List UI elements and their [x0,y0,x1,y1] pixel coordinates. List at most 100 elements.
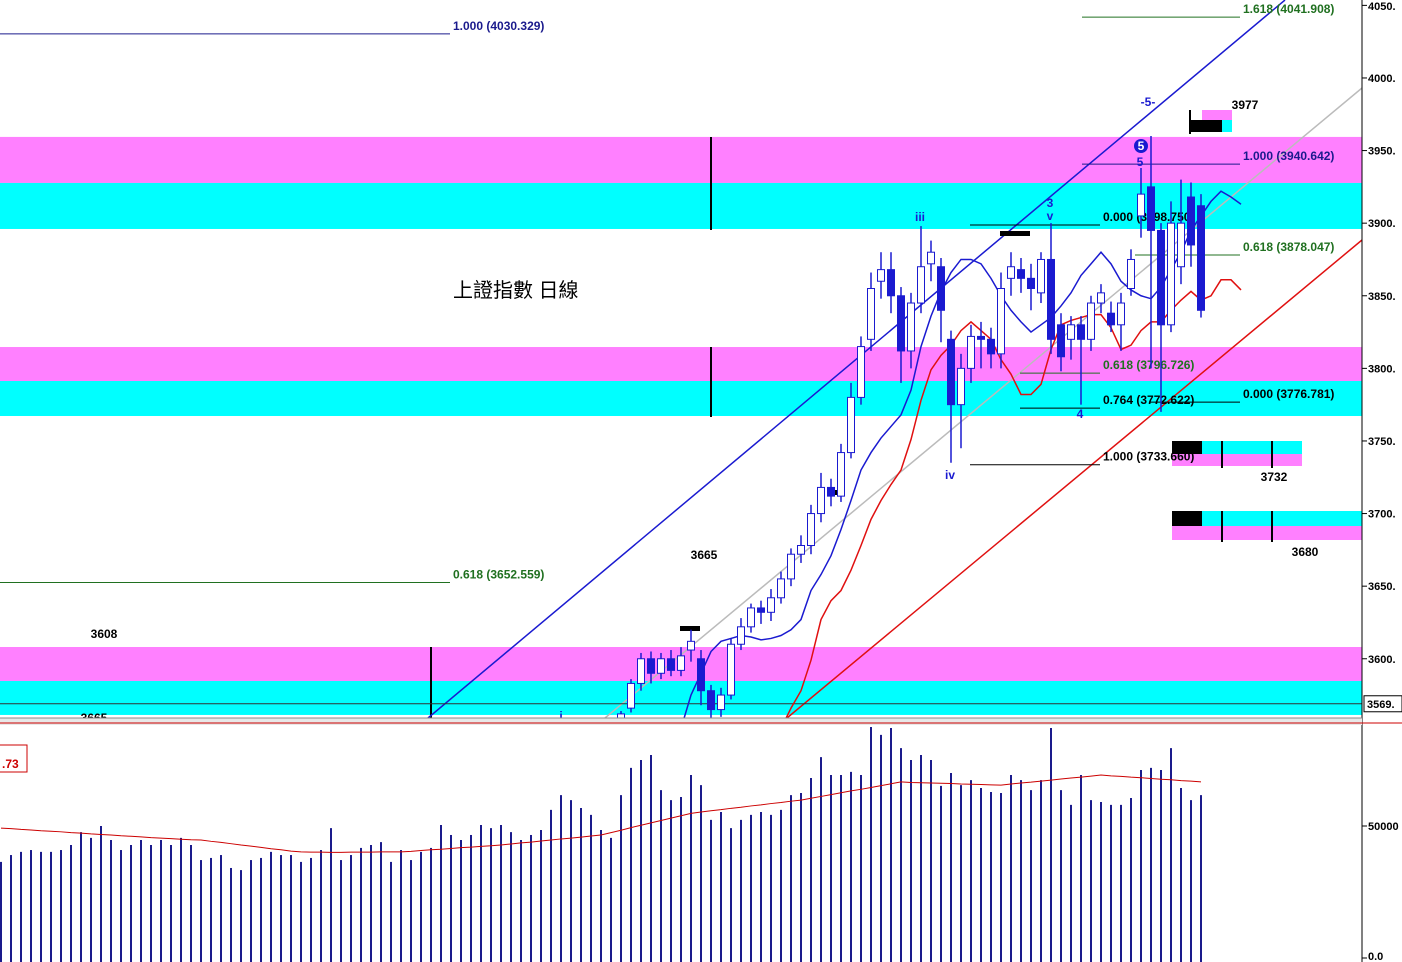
marker-box [1172,511,1362,526]
candle-body [727,643,735,696]
fib-label: 0.618 (3652.559) [453,567,544,581]
candle-body [697,658,705,692]
fib-label: 0.618 (3878.047) [1243,240,1334,254]
annotation: 3665 [81,711,108,725]
candle-body [1017,269,1025,279]
annotation: 5 [1138,139,1145,153]
annotation: 4 [1077,407,1084,421]
fib-label: 1.000 (4030.329) [453,19,544,33]
candle-body [737,626,745,645]
candle-body [747,607,755,628]
candle-body [967,335,975,369]
candle-body [667,658,675,671]
candle-body [757,607,765,613]
candle-body [807,513,815,547]
annotation: v [1047,209,1054,223]
annotation: iv [945,468,955,482]
zone-lower [0,680,1362,715]
axis-area: 3600. 3650. 3700. 3750. 3800. 3850. 3900. 3950.… [1361,0,1402,962]
indicator-box [0,744,28,773]
candle-body [907,302,915,352]
candle-body [797,545,805,555]
candle-body [787,553,795,580]
candle-body [947,338,955,406]
y-tick-label: 4000. [1368,73,1396,85]
candle-body [1077,324,1085,340]
axis-background [1362,0,1402,962]
last-price-label: 3569. [1367,699,1395,711]
annotation: 3680 [1292,545,1319,559]
fib-label: 1.000 (3940.642) [1243,149,1334,163]
moving-average [683,190,1242,718]
zone-lower [0,380,1362,416]
trend-line [786,239,1362,718]
candle-body [1137,193,1145,217]
marker-box [1172,454,1302,466]
y-tick-label: 3750. [1368,436,1396,448]
candle-body [937,266,945,311]
candle-body [1037,258,1045,294]
marker-box [1172,441,1202,454]
trend-line [604,87,1362,718]
candle-body [1057,324,1065,358]
candle-body [1067,324,1075,340]
fib-label: 1.618 (4041.908) [1243,2,1334,16]
candle-body [1117,302,1125,326]
candle-body [1187,196,1195,246]
y-tick-label: 3950. [1368,146,1396,158]
candle-body [777,578,785,599]
marker-box [1172,441,1302,454]
candle-body [647,658,655,674]
annotation: -5- [1141,95,1156,109]
candle-body [717,694,725,711]
y-tick-label: 4050. [1368,1,1396,13]
candle-body [1087,302,1095,340]
candle-body [827,486,835,497]
panel-separator [0,718,1362,725]
y-tick-label: 3600. [1368,654,1396,666]
annotation: 3977 [1232,98,1259,112]
marker-box [1190,120,1222,132]
candle-body [957,367,965,406]
candle-body [1007,266,1015,279]
candle-body [1107,312,1115,326]
candle-body [1027,277,1035,290]
candle-body [767,597,775,613]
y-tick-label: 3700. [1368,509,1396,521]
y-tick-label: 3800. [1368,363,1396,375]
candle-body [687,640,695,651]
candle-body [887,269,895,297]
zone-upper [0,347,1362,381]
annotation: i [559,709,562,723]
candle-body [1167,222,1175,326]
annotation: 3665 [691,548,718,562]
candle-body [837,452,845,497]
last-price-box [1363,695,1402,713]
candle-body [1127,258,1135,290]
y-tick-label: 3900. [1368,218,1396,230]
wave-circle [1134,139,1148,153]
y-tick-label: 50000 [1368,821,1399,833]
marker-box [680,626,700,631]
candle-body [867,288,875,340]
trend-line [427,0,1286,718]
indicator-label: .73 [2,757,19,771]
candle-body [627,682,635,709]
annotation: 3732 [1261,470,1288,484]
candle-body [1047,258,1055,340]
y-tick-label: 3650. [1368,581,1396,593]
fib-label: 0.000 (3776.781) [1243,387,1334,401]
fib-label: 1.000 (3733.660) [1103,450,1194,464]
candle-body [1177,222,1185,268]
candle-body [917,266,925,304]
marker-box [1172,511,1202,526]
fib-label: 0.618 (3796.726) [1103,358,1194,372]
candle-body [977,335,985,340]
marker-box [1000,231,1030,236]
y-tick-label: 3850. [1368,291,1396,303]
candle-body [637,658,645,684]
candle-body [857,346,865,398]
annotation: iii [915,210,925,224]
